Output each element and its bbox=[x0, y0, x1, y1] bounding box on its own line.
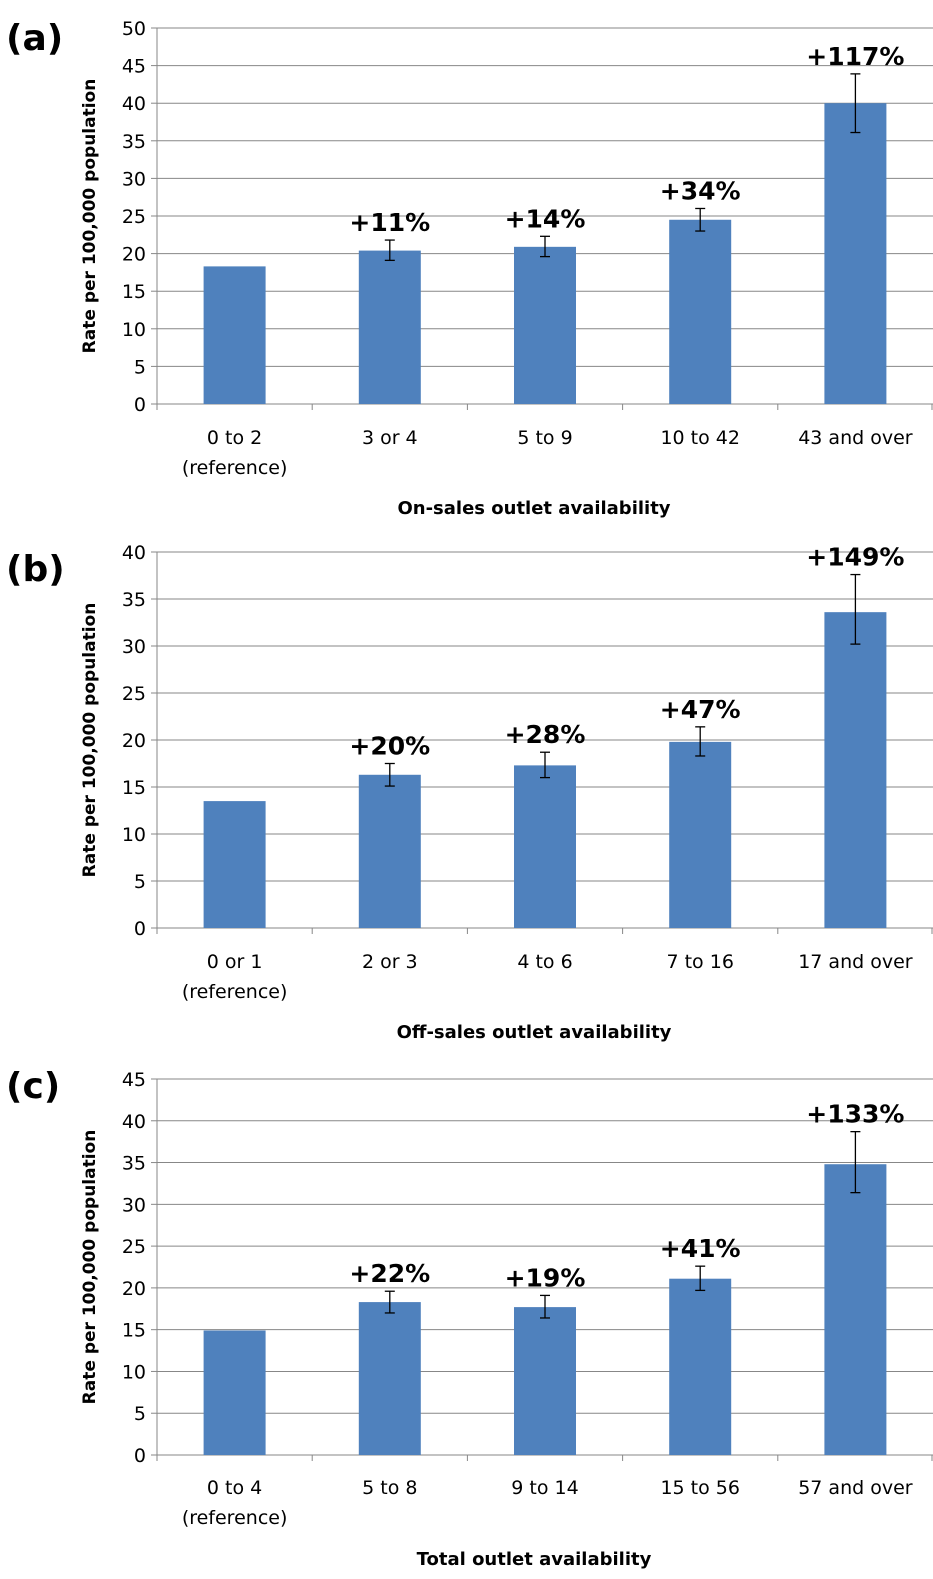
y-tick-label: 40 bbox=[122, 542, 146, 564]
y-tick-label: 20 bbox=[122, 730, 146, 752]
x-axis-title: Total outlet availability bbox=[417, 1549, 652, 1570]
x-tick-label: 0 to 4 (reference) bbox=[182, 1477, 288, 1529]
y-tick-label: 5 bbox=[134, 1403, 146, 1425]
y-tick-label: 50 bbox=[122, 18, 146, 40]
x-axis-title: On-sales outlet availability bbox=[397, 498, 670, 519]
bar bbox=[203, 801, 266, 928]
y-axis-title: Rate per 100,000 population bbox=[80, 1130, 100, 1405]
data-label: +20% bbox=[349, 732, 430, 761]
x-tick-label: 57 and over bbox=[798, 1477, 913, 1499]
bar bbox=[514, 765, 576, 928]
error-bar bbox=[850, 73, 861, 134]
x-tick-label: 10 to 42 bbox=[660, 427, 740, 449]
chart-panel-2: 0 5 10 15 20 25 30 35 40 0 or 1 (reference) +20% 2 o… bbox=[6, 542, 933, 1043]
bar bbox=[358, 1302, 421, 1455]
bar bbox=[669, 741, 732, 928]
error-bar bbox=[540, 235, 550, 258]
error-bar bbox=[695, 726, 706, 757]
y-tick-label: 25 bbox=[122, 206, 146, 228]
y-tick-label: 5 bbox=[134, 871, 146, 893]
y-tick-label: 40 bbox=[122, 1111, 146, 1133]
y-tick-label: 10 bbox=[122, 824, 146, 846]
x-axis-title: Off-sales outlet availability bbox=[397, 1022, 672, 1043]
x-tick-label: 5 to 8 bbox=[362, 1477, 417, 1499]
y-tick-label: 10 bbox=[122, 319, 146, 341]
panel-label: (a) bbox=[6, 18, 63, 59]
data-label: +11% bbox=[349, 208, 430, 237]
y-axis-title: Rate per 100,000 population bbox=[80, 603, 100, 878]
data-label: +41% bbox=[660, 1234, 741, 1263]
error-bar bbox=[540, 1294, 550, 1319]
data-label: +133% bbox=[806, 1100, 904, 1129]
x-tick-label: 9 to 14 bbox=[511, 1477, 578, 1499]
y-tick-label: 45 bbox=[122, 1069, 146, 1091]
y-tick-label: 25 bbox=[122, 683, 146, 705]
data-label: +34% bbox=[660, 176, 741, 205]
data-label: +47% bbox=[660, 695, 741, 724]
bar bbox=[514, 246, 576, 404]
y-tick-label: 0 bbox=[134, 1445, 146, 1467]
panel-label: (b) bbox=[6, 549, 65, 590]
x-tick-label: 0 to 2 (reference) bbox=[182, 427, 288, 479]
x-tick-label: 15 to 56 bbox=[660, 1477, 740, 1499]
y-tick-label: 0 bbox=[134, 394, 146, 416]
x-tick-label: 3 or 4 bbox=[362, 427, 418, 449]
panel-label: (c) bbox=[6, 1066, 60, 1107]
y-tick-label: 40 bbox=[122, 93, 146, 115]
y-tick-label: 15 bbox=[122, 281, 146, 303]
x-tick-label: 0 or 1 (reference) bbox=[182, 951, 288, 1003]
data-label: +28% bbox=[505, 720, 586, 749]
bar bbox=[824, 103, 887, 404]
error-bar bbox=[695, 207, 706, 232]
chart-panel-1: 0 5 10 15 20 25 30 35 40 45 50 0 to 2 (reference) +11… bbox=[6, 18, 933, 519]
y-axis-title: Rate per 100,000 population bbox=[80, 79, 100, 354]
bar bbox=[203, 1330, 266, 1455]
x-tick-label: 43 and over bbox=[798, 427, 913, 449]
error-bar bbox=[384, 239, 395, 262]
y-tick-label: 10 bbox=[122, 1361, 146, 1383]
data-label: +14% bbox=[505, 204, 586, 233]
y-tick-label: 35 bbox=[122, 1153, 146, 1175]
error-bar bbox=[850, 1130, 861, 1194]
y-tick-label: 20 bbox=[122, 244, 146, 266]
data-label: +19% bbox=[505, 1263, 586, 1292]
data-label: +22% bbox=[349, 1259, 430, 1288]
x-tick-label: 2 or 3 bbox=[362, 951, 418, 973]
error-bar bbox=[540, 751, 550, 779]
x-tick-label: 17 and over bbox=[798, 951, 913, 973]
x-tick-label: 7 to 16 bbox=[666, 951, 733, 973]
bar bbox=[358, 774, 421, 928]
y-tick-label: 20 bbox=[122, 1278, 146, 1300]
bar bbox=[669, 1278, 732, 1455]
bar bbox=[824, 1164, 887, 1455]
y-tick-label: 5 bbox=[134, 356, 146, 378]
bar bbox=[669, 219, 732, 404]
y-tick-label: 0 bbox=[134, 918, 146, 940]
error-bar bbox=[384, 1290, 395, 1314]
y-tick-label: 30 bbox=[122, 1194, 146, 1216]
bar bbox=[824, 612, 887, 928]
data-label: +117% bbox=[806, 42, 904, 71]
bar bbox=[358, 250, 421, 404]
y-tick-label: 35 bbox=[122, 131, 146, 153]
y-tick-label: 15 bbox=[122, 777, 146, 799]
y-tick-label: 15 bbox=[122, 1320, 146, 1342]
x-tick-label: 5 to 9 bbox=[517, 427, 572, 449]
error-bar bbox=[850, 573, 861, 645]
y-tick-label: 25 bbox=[122, 1236, 146, 1258]
y-tick-label: 30 bbox=[122, 636, 146, 658]
x-tick-label: 4 to 6 bbox=[517, 951, 572, 973]
data-label: +149% bbox=[806, 543, 904, 572]
bar bbox=[514, 1307, 576, 1455]
error-bar bbox=[695, 1265, 706, 1292]
y-tick-label: 30 bbox=[122, 168, 146, 190]
chart-panel-3: 0 5 10 15 20 25 30 35 40 45 0 to 4 (reference) +22% 5… bbox=[6, 1066, 933, 1570]
y-tick-label: 45 bbox=[122, 56, 146, 78]
error-bar bbox=[384, 762, 395, 787]
y-tick-label: 35 bbox=[122, 589, 146, 611]
bar bbox=[203, 266, 266, 404]
